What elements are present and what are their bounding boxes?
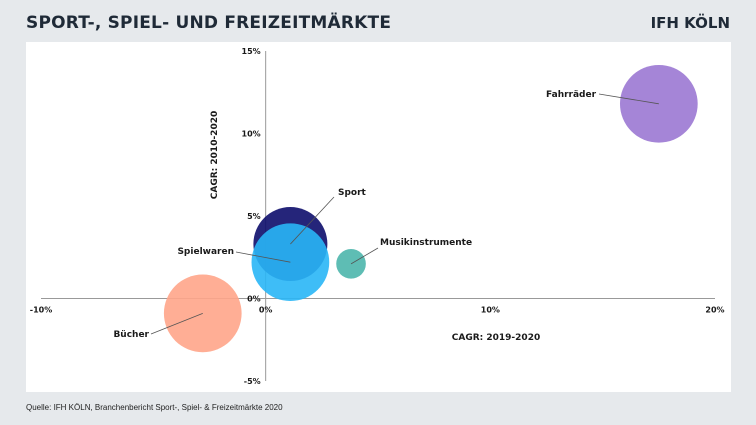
chart-axes: -10% 0% 10% 20% 15% 10% 5% 0% -5% CAGR: 2019-2020… — [30, 47, 725, 386]
bubble — [251, 223, 330, 302]
y-tick-label: 10% — [242, 130, 261, 139]
x-axis-title: CAGR: 2019-2020 — [452, 333, 540, 343]
bubble — [163, 274, 242, 353]
chart-bubbles — [163, 64, 698, 353]
leader-line — [350, 247, 379, 265]
source-note: Quelle: IFH KÖLN, Branchenbericht Sport-… — [26, 403, 283, 412]
bubble-label: Spielwaren — [177, 247, 234, 257]
x-tick-label: 20% — [705, 306, 724, 315]
y-tick-label: 0% — [247, 295, 261, 304]
slide-title: SPORT-, SPIEL- UND FREIZEITMÄRKTE — [26, 13, 392, 33]
bubble-label: Sport — [338, 188, 367, 198]
leader-line — [598, 93, 659, 105]
chart-labels: Fahrräder Sport Spielwaren Musikinstrumente… — [113, 90, 659, 340]
y-axis-title: CAGR: 2010-2020 — [210, 111, 220, 199]
brand-logo: IFH KÖLN — [650, 14, 730, 32]
x-tick-label: 0% — [259, 306, 273, 315]
bubble-label: Bücher — [113, 330, 149, 340]
bubble-label: Fahrräder — [546, 90, 597, 100]
bubble-chart: -10% 0% 10% 20% 15% 10% 5% 0% -5% CAGR: 2019-2020… — [30, 47, 725, 386]
leader-line — [150, 312, 203, 335]
x-tick-label: 10% — [481, 306, 500, 315]
bubble — [619, 64, 698, 143]
chart-panel: -10% 0% 10% 20% 15% 10% 5% 0% -5% CAGR: 2019-2020… — [26, 42, 731, 392]
leader-line — [235, 251, 291, 263]
leader-line — [290, 196, 335, 245]
bubble-label: Musikinstrumente — [380, 238, 472, 248]
y-tick-label: 5% — [247, 212, 261, 221]
y-tick-label: -5% — [244, 377, 261, 386]
y-tick-label: 15% — [242, 47, 261, 56]
x-tick-label: -10% — [30, 306, 52, 315]
